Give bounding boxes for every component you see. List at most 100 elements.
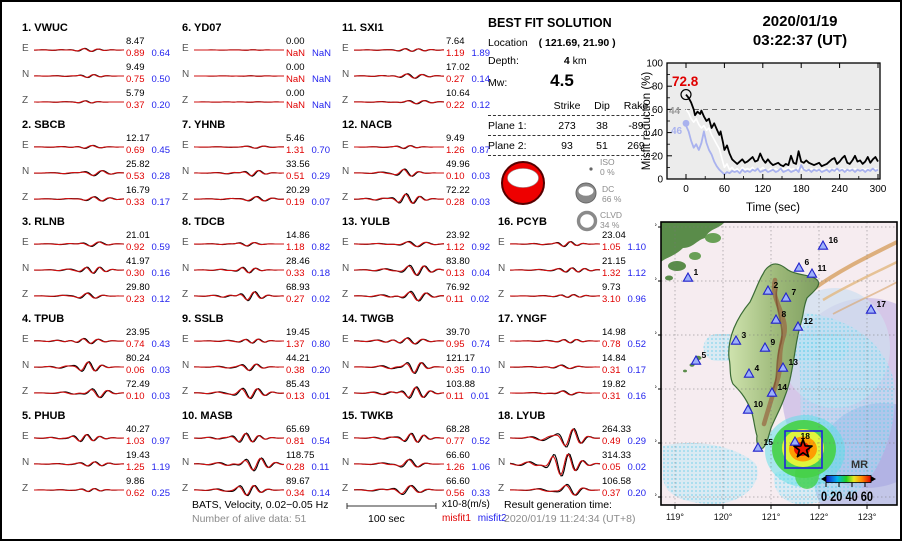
misfit1-value: 0.13 [286,391,305,402]
station-triangle-icon [752,441,764,452]
misfit2-value: 0.12 [151,294,171,305]
colorbar [825,475,872,483]
synthetic-trace [353,168,444,177]
waveform-trace [353,362,445,374]
waveform-trace [510,390,600,396]
station-block-sslb: 9. SSLB E 19.45 1.37 0.80 N 44.21 0.38 0.20 Z 85.4… [182,313,340,409]
misfit2-value: 1.06 [471,462,491,473]
map-station-17: 17 [865,299,886,314]
channel-row-e: E 68.28 0.77 0.52 [342,424,500,450]
synthetic-trace [353,193,445,204]
amplitude-value: 29.80 [126,282,150,293]
misfit2-value: 0.25 [151,488,171,499]
amplitude-value: 66.60 [446,476,470,487]
channel-row-n: N 17.02 0.27 0.14 [342,62,500,88]
event-datetime: 2020/01/19 03:22:37 (UT) [702,12,898,50]
misfit-series-blue [685,125,879,176]
waveform-trace [509,267,601,273]
misfit2-legend: misfit2 [477,513,507,524]
misfit-values: 0.22 0.12 [446,100,490,111]
mw-label: Mw: [488,77,508,89]
channel-row-z: Z 5.79 0.37 0.20 [22,88,180,114]
iso-pct: 0 % [600,167,615,177]
clvd-icon [576,210,598,232]
waveform-trace [193,338,285,344]
plane2-strike: 93 [561,140,573,152]
misfit-values: 0.81 0.54 [286,436,330,447]
y-tick-label: 100 [646,59,663,70]
channel-row-e: E 23.95 0.74 0.43 [22,327,180,353]
channel-row-e: E 7.64 1.19 1.89 [342,36,500,62]
channel-label: E [22,431,29,442]
synthetic-trace [353,145,444,149]
synthetic-trace [194,196,285,202]
misfit-values: 0.06 0.03 [126,365,170,376]
channel-row-z: Z 9.86 0.62 0.25 [22,476,180,502]
misfit-values: NaN NaN [286,74,331,85]
misfit2-value: 1.12 [627,268,647,279]
amplitude-value: 41.97 [126,256,150,267]
synthetic-trace [353,386,445,398]
col-header-dip: Dip [594,100,610,112]
map-station-12: 12 [792,316,813,331]
channel-row-z: Z 19.82 0.31 0.16 [498,379,656,405]
lat-label: 22° [655,438,657,448]
synthetic-trace [509,453,601,476]
channel-row-n: N 25.82 0.53 0.28 [22,159,180,185]
misfit-values: NaN NaN [286,100,331,111]
channel-label: E [182,43,189,54]
synthetic-trace [353,100,445,105]
filter-info: BATS, Velocity, 0.02−0.05 Hz [192,499,329,511]
station-block-yulb: 13. YULB E 23.92 1.12 0.92 N 83.80 0.13 0.04 Z 76.… [342,216,500,312]
station-number: 4 [755,363,760,373]
misfit-values: 0.49 0.29 [602,436,646,447]
synthetic-trace [353,433,445,443]
depth-value: 4 [563,55,570,67]
misfit2-value: 0.03 [151,365,171,376]
map-station-10: 10 [742,399,763,414]
amplitude-value: 118.75 [286,450,315,461]
synthetic-trace [194,169,285,177]
channel-label: N [182,263,190,274]
waveform-trace [33,433,125,443]
misfit-values: 0.34 0.14 [286,488,330,499]
station-header: 8. TDCB [182,216,225,228]
amplitude-value: 10.64 [446,88,470,99]
amplitude-value: 12.17 [126,133,150,144]
misfit2-value: 0.20 [627,488,647,499]
station-block-sbcb: 2. SBCB E 12.17 0.69 0.45 N 25.82 0.53 0.28 Z 16.7… [22,119,180,215]
station-number: 16 [829,235,839,245]
misfit2-value: 0.52 [627,339,647,350]
amplitude-value: 85.43 [286,379,310,390]
channel-label: Z [22,95,29,106]
channel-label: N [182,457,190,468]
map-station-11: 11 [806,263,827,278]
channel-row-n: N 19.43 1.25 1.19 [22,450,180,476]
channel-label: E [342,237,349,248]
station-triangle-icon [780,291,792,302]
misfit2-value: 0.01 [311,391,331,402]
misfit2-value: 0.01 [470,391,490,402]
waveform-trace [33,337,125,345]
channel-row-n: N 14.84 0.31 0.17 [498,353,656,379]
channel-row-z: Z 89.67 0.34 0.14 [182,476,340,502]
channel-row-n: N 0.00 NaN NaN [182,62,340,88]
misfit2-value: 0.17 [151,197,171,208]
amplitude-value: 49.96 [446,159,470,170]
channel-row-e: E 40.27 1.03 0.97 [22,424,180,450]
station-header: 18. LYUB [498,410,546,422]
misfit-values: 0.53 0.28 [126,171,170,182]
misfit-values: 1.25 1.19 [126,462,170,473]
x-tick-label: 180 [793,184,810,195]
amplitude-value: 19.45 [286,327,310,338]
lat-label: 23° [655,384,657,394]
misfit2-value: 0.45 [151,145,171,156]
misfit1-value: 0.92 [126,242,145,253]
misfit1-value: 0.31 [602,365,621,376]
amplitude-value: 68.93 [286,282,310,293]
clvd-label: CLVD [600,210,623,220]
station-block-rlnb: 3. RLNB E 21.01 0.92 0.59 N 41.97 0.30 0.16 Z 29.8… [22,216,180,312]
synthetic-trace [353,265,445,276]
synthetic-trace [353,48,445,52]
depth-label: Depth: [488,55,519,67]
